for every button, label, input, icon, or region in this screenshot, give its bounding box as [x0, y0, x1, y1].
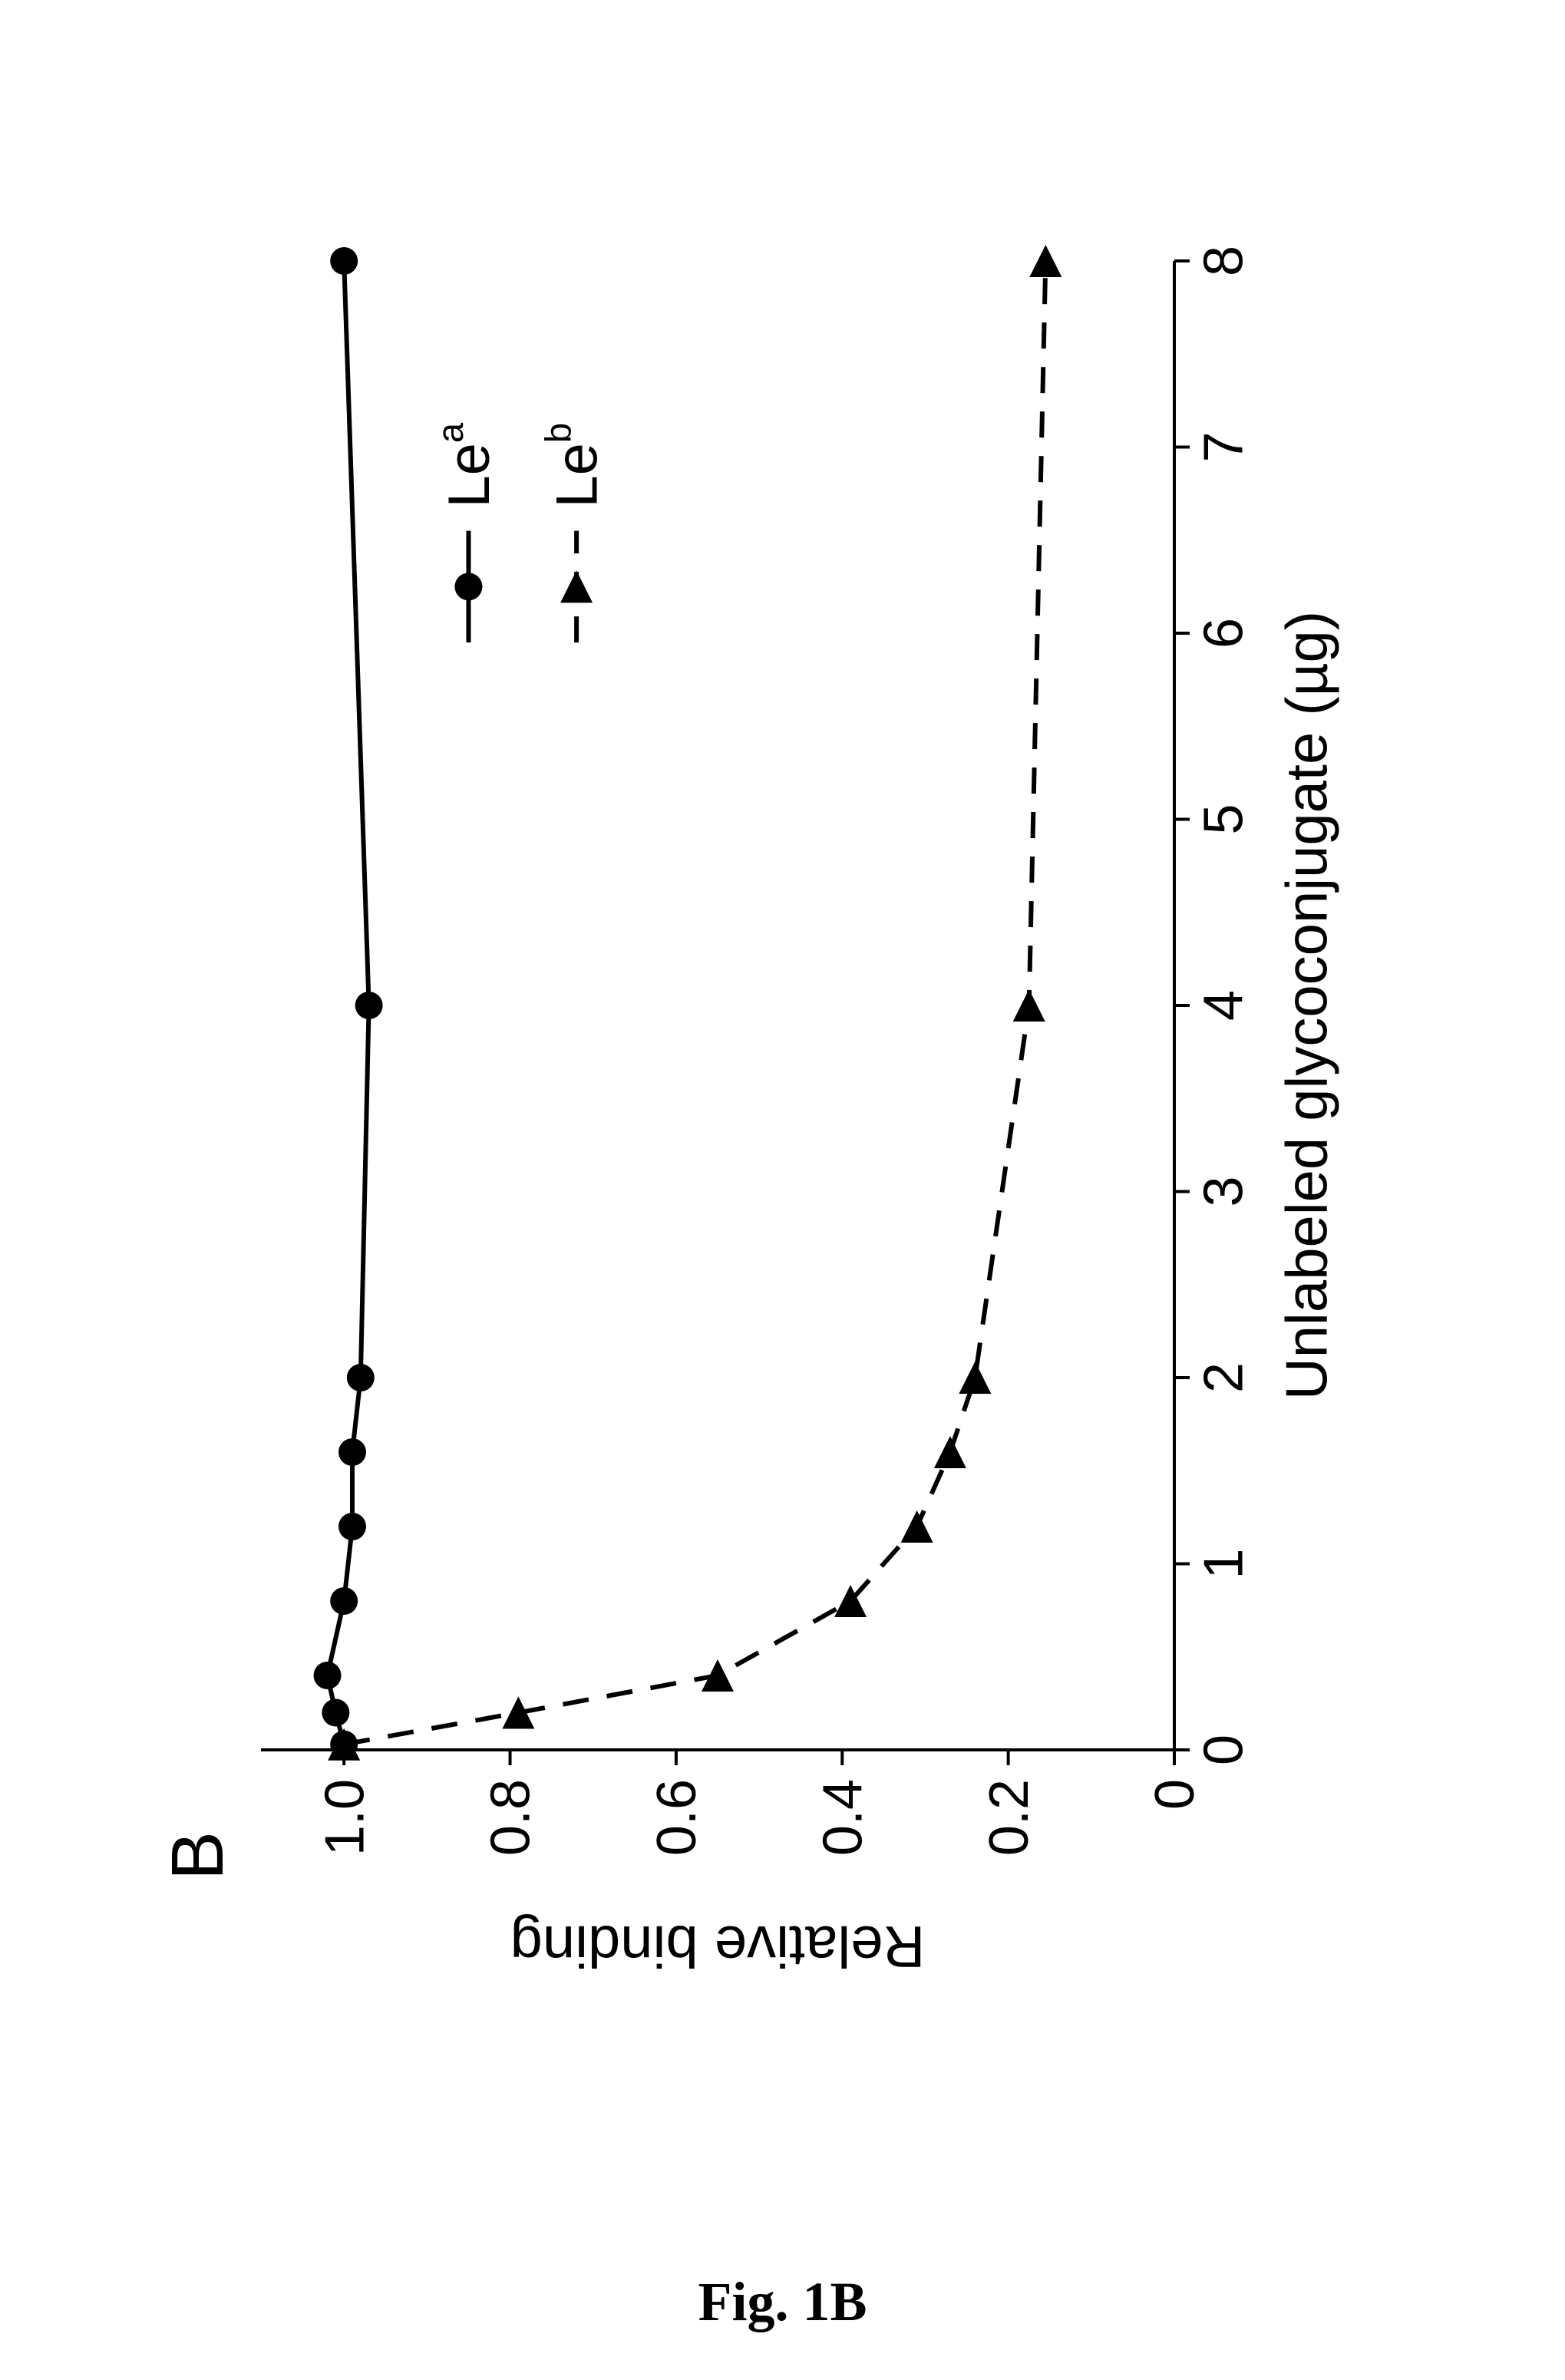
x-tick-label: 8 [1193, 246, 1254, 276]
y-tick-label: 0.8 [480, 1779, 541, 1856]
y-tick-label: 0 [1144, 1779, 1206, 1810]
x-tick-label: 7 [1193, 431, 1254, 462]
chart-rotated-wrapper: B 0 0.2 0.4 0.6 0.8 1.0 0 1 2 3 4 5 6 7 8 Unlabeled glyc… [130, 153, 1435, 1995]
x-tick-label: 5 [1193, 804, 1254, 834]
figure-caption: Fig. 1B [0, 2270, 1565, 2334]
y-tick-label: 0.6 [646, 1779, 708, 1856]
x-tick-label: 0 [1193, 1735, 1254, 1765]
y-tick-label: 0.4 [812, 1779, 873, 1856]
x-axis-label: Unlabeled glycoconjugate (µg) [1274, 611, 1339, 1400]
x-tick-label: 1 [1193, 1548, 1254, 1579]
x-tick-label: 2 [1193, 1362, 1254, 1393]
y-tick-label: 1.0 [314, 1779, 375, 1856]
x-tick-label: 4 [1193, 990, 1254, 1021]
x-tick-label: 6 [1193, 618, 1254, 649]
y-axis-label: Relative binding [510, 1913, 925, 1979]
y-tick-label: 0.2 [978, 1779, 1039, 1856]
binding-chart: B 0 0.2 0.4 0.6 0.8 1.0 0 1 2 3 4 5 6 7 8 Unlabeled glyc… [130, 153, 1435, 1995]
x-tick-label: 3 [1193, 1176, 1254, 1207]
panel-label: B [157, 1831, 239, 1880]
page-root: B 0 0.2 0.4 0.6 0.8 1.0 0 1 2 3 4 5 6 7 8 Unlabeled glyc… [0, 0, 1565, 2380]
